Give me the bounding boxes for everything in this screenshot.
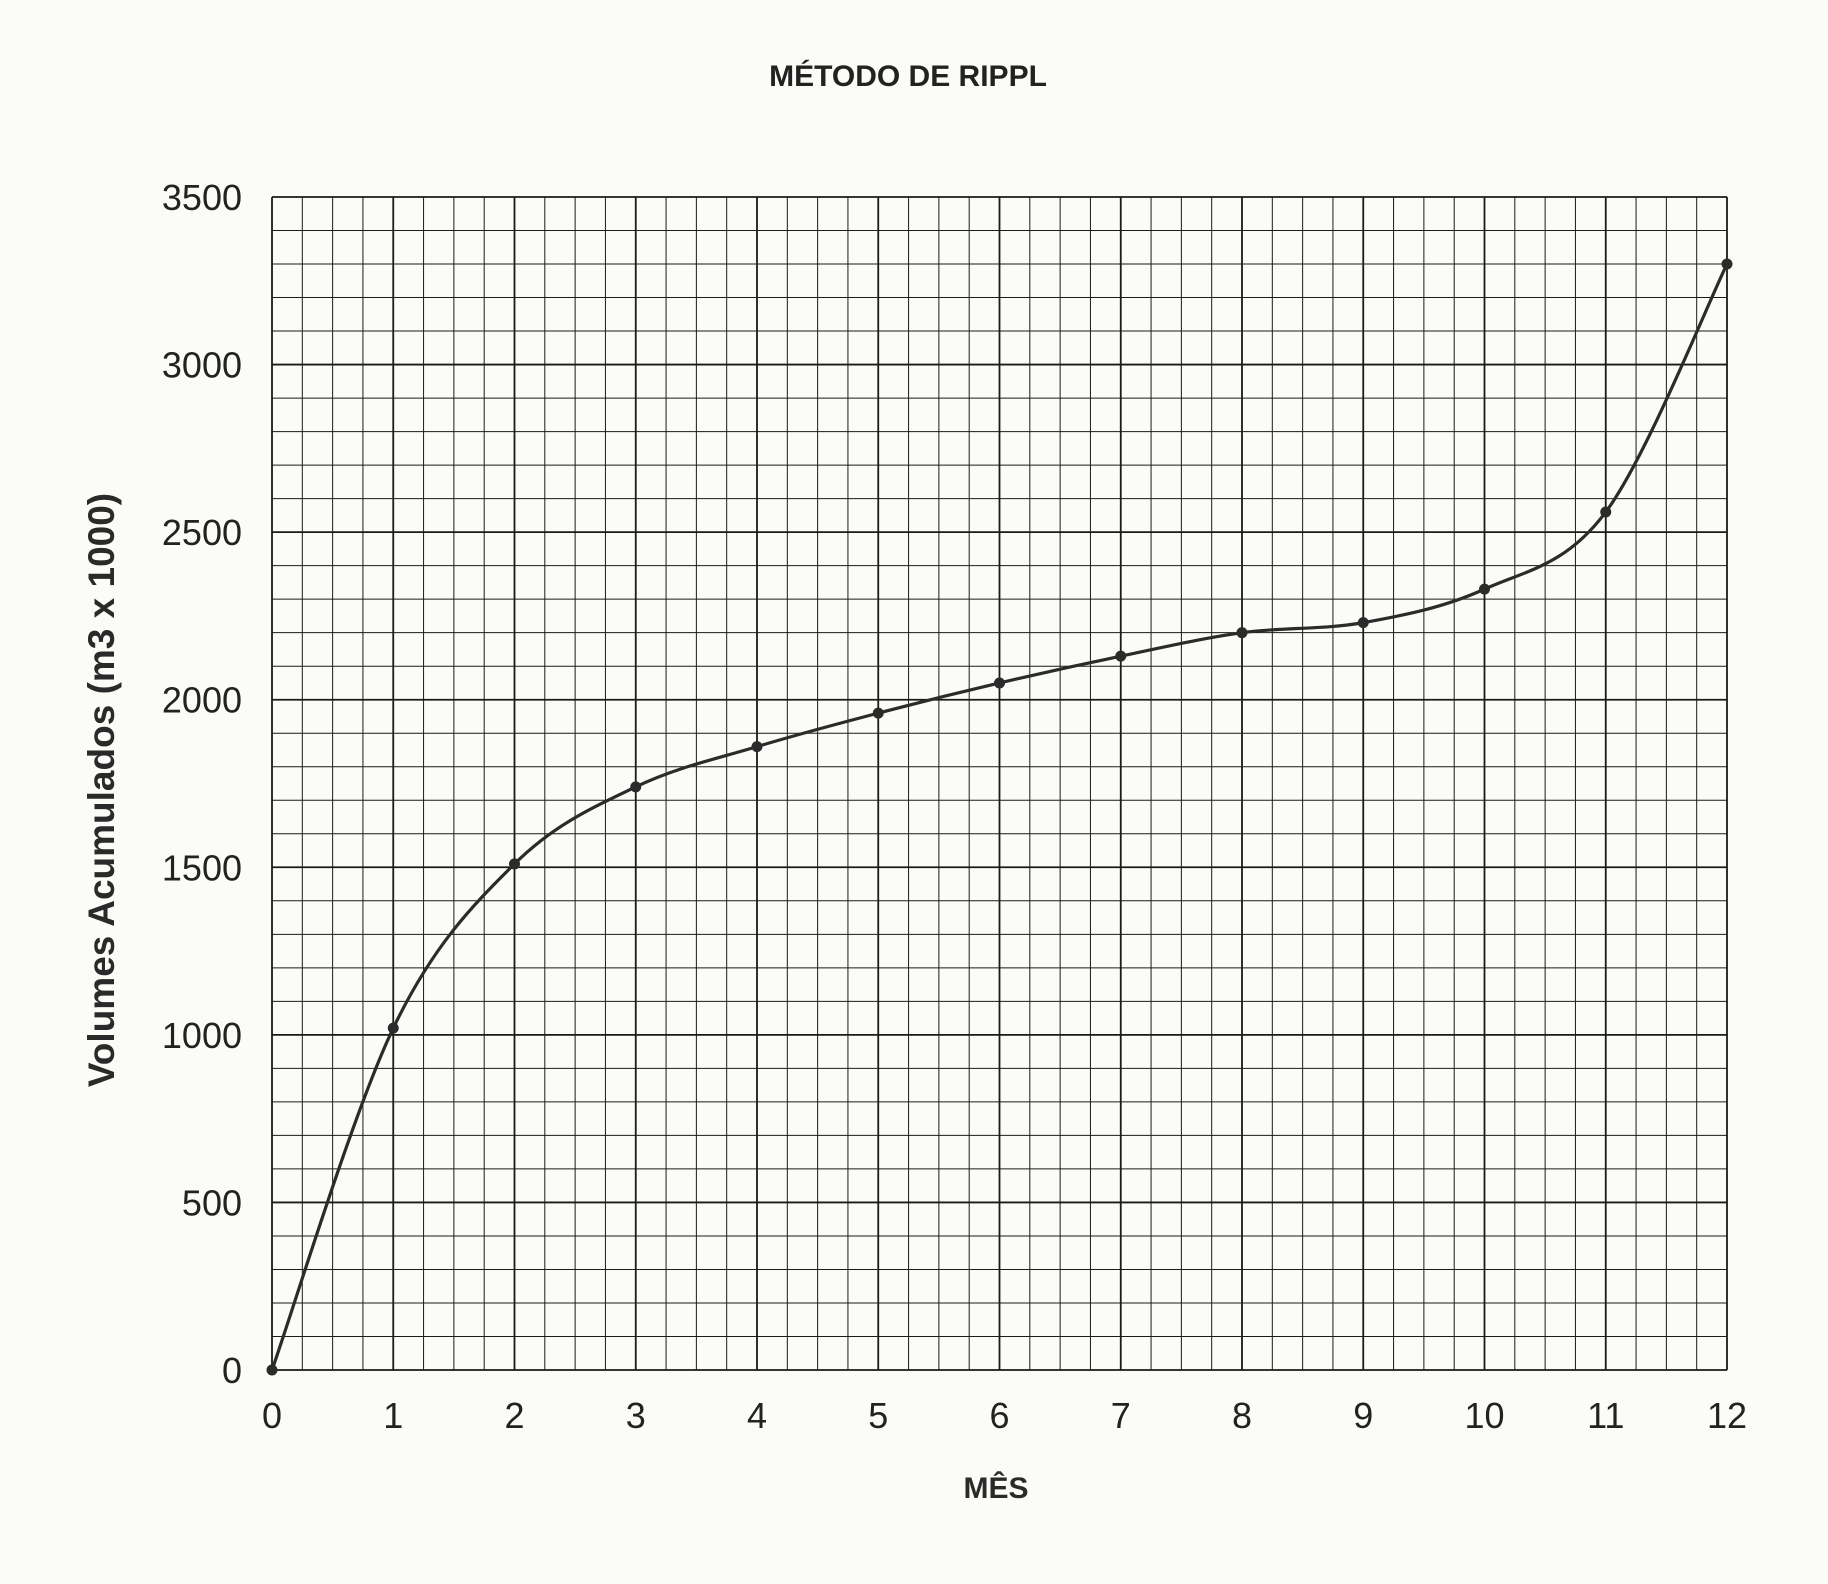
x-tick-label: 2 [504,1395,524,1436]
y-tick-label: 3500 [162,177,242,218]
y-axis-label: Volumes Acumulados (m3 x 1000) [81,493,122,1087]
x-tick-label: 9 [1353,1395,1373,1436]
series-line [270,262,1729,1372]
y-tick-label: 1500 [162,847,242,888]
data-point [1236,627,1248,639]
x-tick-label: 3 [626,1395,646,1436]
data-point [509,858,520,870]
data-point [1479,583,1490,595]
x-axis-label: MÊS [963,1471,1028,1505]
y-axis-ticks: 0 500 1000 1500 2000 2500 3000 3500 [162,177,242,1391]
grid-major [271,196,1728,1371]
x-tick-label: 5 [868,1395,888,1436]
data-point [751,741,763,753]
data-point [872,707,884,719]
y-tick-label: 0 [222,1350,242,1391]
data-point [630,781,642,793]
y-tick-label: 1000 [162,1015,242,1056]
series-points [266,258,1733,1376]
data-point [1357,617,1369,629]
data-point [1115,650,1127,662]
data-point [387,1022,399,1034]
data-point [266,1364,278,1376]
x-tick-label: 11 [1587,1395,1624,1436]
y-tick-label: 3000 [162,345,242,386]
x-tick-label: 7 [1111,1395,1131,1436]
data-point [1600,506,1612,518]
y-tick-label: 2500 [162,512,242,553]
data-point [994,677,1005,689]
x-tick-label: 1 [383,1395,403,1436]
y-tick-label: 2000 [162,680,242,721]
x-tick-label: 8 [1232,1395,1252,1436]
data-point [1721,258,1733,270]
y-tick-label: 500 [182,1182,242,1223]
x-tick-label: 6 [989,1395,1009,1436]
x-tick-label: 0 [262,1395,282,1436]
x-tick-label: 12 [1707,1395,1747,1436]
x-tick-label: 10 [1464,1395,1504,1436]
chart-title: MÉTODO DE RIPPL [769,59,1047,93]
x-tick-label: 4 [747,1395,767,1436]
x-axis-ticks: 0 1 2 3 4 5 6 7 8 9 10 11 12 [262,1395,1747,1436]
